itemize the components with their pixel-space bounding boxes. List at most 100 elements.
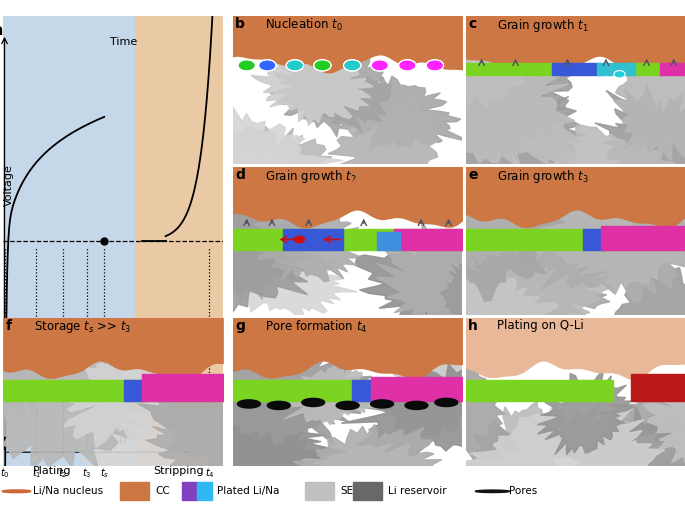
Polygon shape [158,386,346,487]
Polygon shape [251,52,373,126]
Polygon shape [414,160,565,301]
Polygon shape [356,237,549,338]
Polygon shape [165,127,353,233]
Polygon shape [589,369,685,442]
Polygon shape [506,152,685,303]
Ellipse shape [371,400,393,408]
FancyBboxPatch shape [305,482,334,500]
Polygon shape [73,420,194,491]
Text: Plating on Q-Li: Plating on Q-Li [497,319,584,332]
Circle shape [259,60,276,71]
Ellipse shape [405,401,428,410]
Polygon shape [549,43,586,49]
Polygon shape [341,363,556,456]
Polygon shape [533,339,602,351]
Text: f: f [5,319,12,333]
Text: b: b [235,17,245,31]
Polygon shape [387,353,426,359]
Polygon shape [375,338,520,462]
Polygon shape [0,339,155,470]
Text: Time: Time [110,37,138,47]
Circle shape [295,236,305,243]
Circle shape [399,60,416,71]
Polygon shape [127,122,302,245]
Text: CC: CC [155,486,171,497]
Polygon shape [172,408,339,520]
Polygon shape [560,343,599,350]
Polygon shape [440,250,523,340]
Polygon shape [80,336,142,346]
Circle shape [238,60,256,71]
Text: $t_{3}$: $t_{3}$ [82,466,92,480]
Polygon shape [453,400,665,521]
Polygon shape [386,40,581,169]
Polygon shape [279,200,339,209]
Text: h: h [468,319,478,333]
Polygon shape [270,39,393,137]
Polygon shape [251,200,368,282]
Polygon shape [376,221,514,348]
Polygon shape [146,396,301,507]
Polygon shape [539,42,590,51]
Ellipse shape [238,400,260,408]
Polygon shape [599,254,685,371]
Polygon shape [131,345,188,355]
Text: $t_{s}$: $t_{s}$ [99,466,109,480]
Text: a: a [0,23,3,38]
Text: Grain growth $t_3$: Grain growth $t_3$ [497,168,589,185]
Text: $t_{1}$: $t_{1}$ [32,466,41,480]
Circle shape [371,60,388,71]
Text: Plating: Plating [32,466,71,476]
Polygon shape [625,169,685,255]
Text: Li reservoir: Li reservoir [388,486,447,497]
FancyBboxPatch shape [197,482,212,500]
Polygon shape [176,171,313,302]
Polygon shape [381,192,459,205]
Polygon shape [643,369,685,481]
Text: Grain growth $t_2$: Grain growth $t_2$ [265,168,356,185]
Polygon shape [377,13,566,118]
Polygon shape [558,404,685,521]
Polygon shape [244,349,308,359]
Polygon shape [538,369,634,455]
Polygon shape [262,40,303,46]
Text: c: c [468,17,476,31]
Text: Voltage: Voltage [4,164,14,206]
Ellipse shape [336,401,359,410]
Polygon shape [322,94,438,208]
Polygon shape [54,339,197,447]
Ellipse shape [267,401,290,410]
Polygon shape [324,75,471,150]
Circle shape [426,60,444,71]
Text: Stripping: Stripping [153,466,204,476]
Polygon shape [442,248,610,328]
Polygon shape [138,376,341,486]
Polygon shape [325,342,381,351]
Polygon shape [24,345,99,358]
Polygon shape [297,43,367,54]
Text: Pores: Pores [509,486,537,497]
Polygon shape [100,189,315,324]
Polygon shape [165,101,346,209]
FancyBboxPatch shape [120,482,149,500]
Polygon shape [560,33,616,42]
Polygon shape [595,84,685,197]
Text: Nucleation $t_0$: Nucleation $t_0$ [265,17,343,33]
Text: Li/Na nucleus: Li/Na nucleus [33,486,103,497]
Polygon shape [201,237,358,318]
Text: SE: SE [340,486,353,497]
Polygon shape [373,268,559,390]
Polygon shape [592,192,638,199]
Text: e: e [468,168,477,182]
Polygon shape [466,346,538,358]
Circle shape [314,60,331,71]
Text: Plated Li/Na: Plated Li/Na [217,486,279,497]
Polygon shape [414,57,586,196]
Polygon shape [394,352,446,360]
Polygon shape [614,38,685,161]
Text: $t_{4}$: $t_{4}$ [205,466,214,480]
Text: Grain growth $t_1$: Grain growth $t_1$ [497,17,589,34]
Polygon shape [323,180,392,192]
Polygon shape [378,330,488,437]
FancyBboxPatch shape [182,482,197,500]
